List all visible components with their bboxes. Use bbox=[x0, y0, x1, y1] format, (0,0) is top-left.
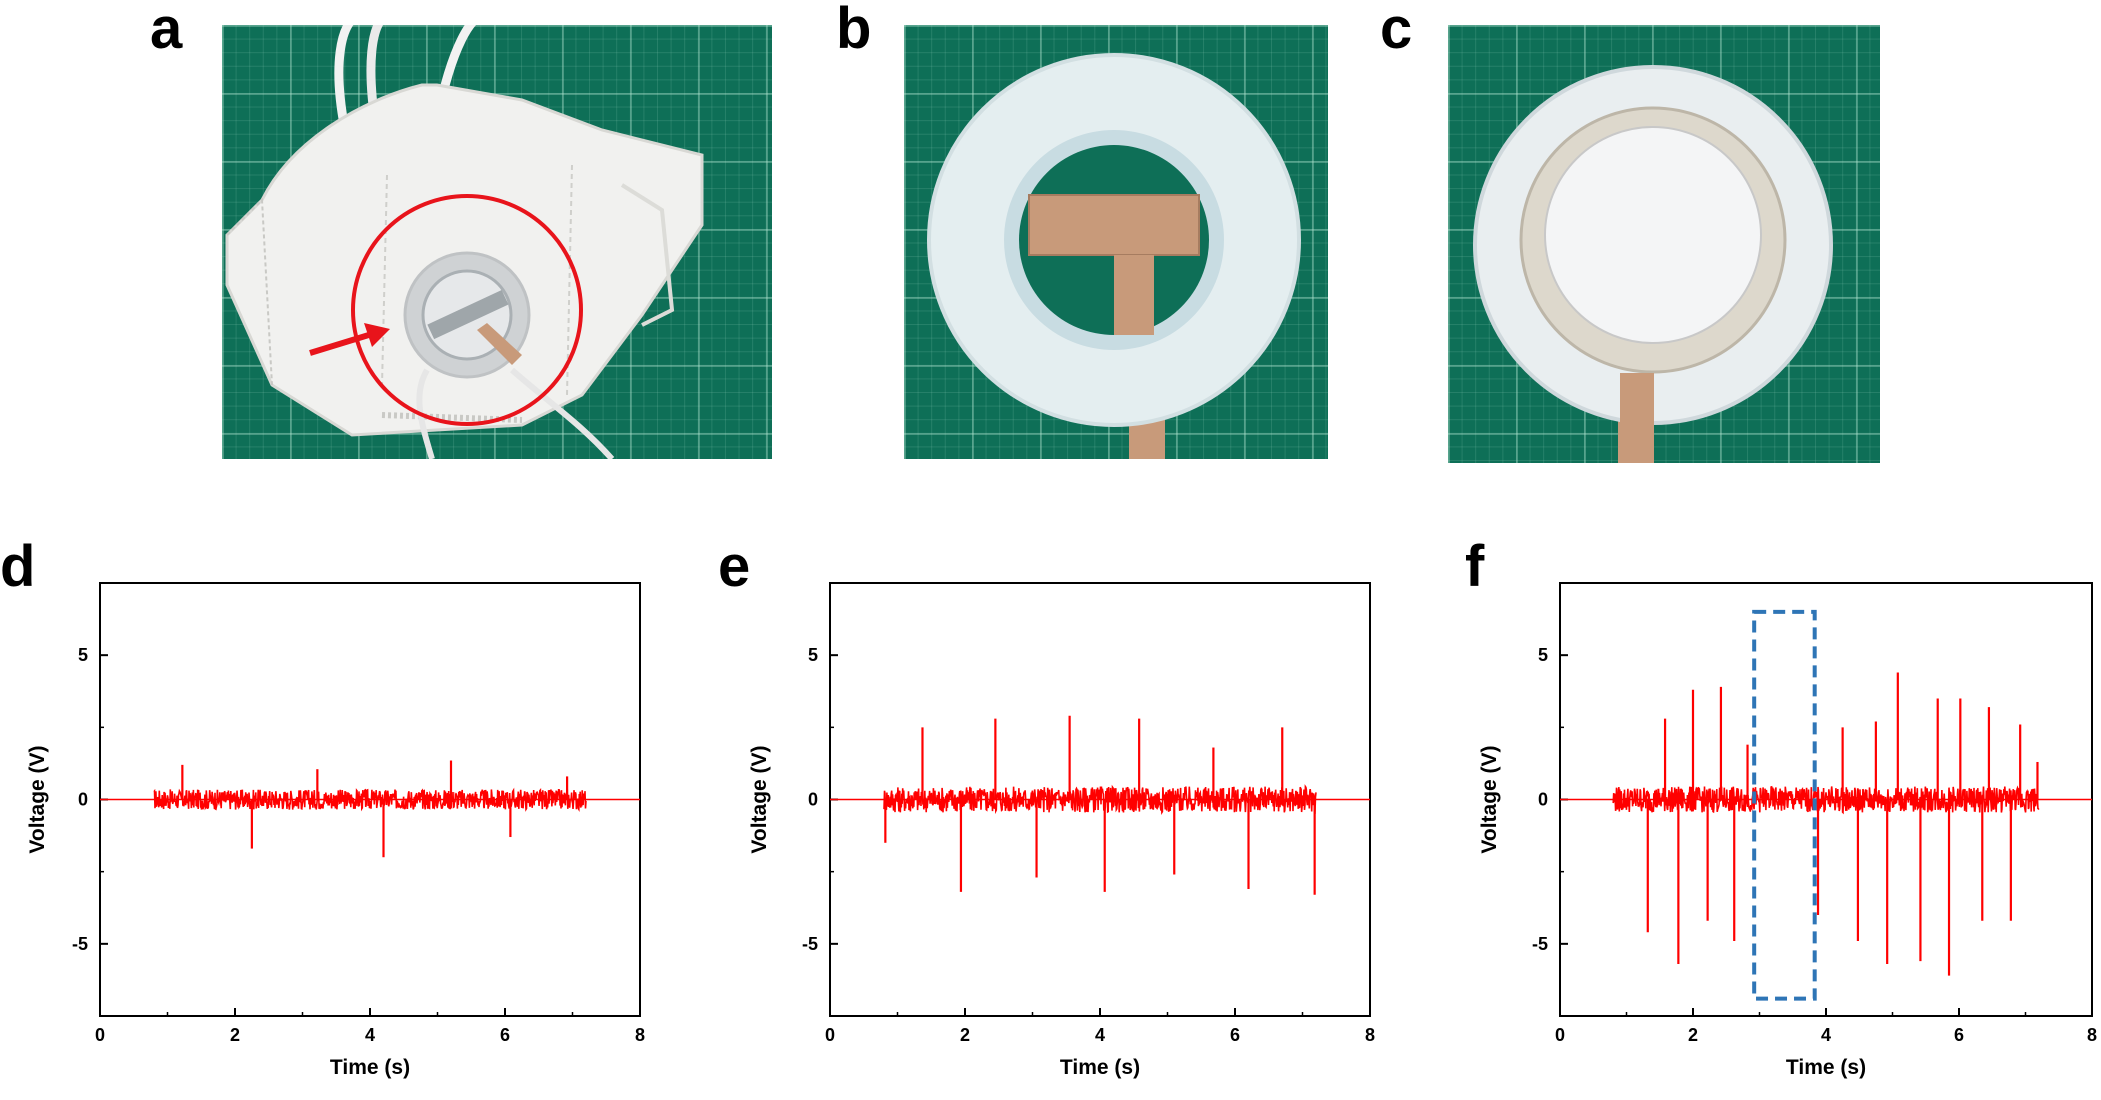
y-tick-label: 0 bbox=[808, 790, 818, 810]
y-tick-label: -5 bbox=[1532, 934, 1548, 954]
y-tick-label: 0 bbox=[1538, 790, 1548, 810]
panel-label-b: b bbox=[836, 0, 872, 61]
y-tick-label: -5 bbox=[72, 934, 88, 954]
chart-e-svg: 0 2 4 6 8 -5 0 5 Time (s) Voltage (V) bbox=[748, 582, 1375, 1079]
x-tick-label: 0 bbox=[825, 1025, 835, 1045]
x-tick-label: 6 bbox=[500, 1025, 510, 1045]
chart-d-svg: 0 2 4 6 8 -5 0 5 Time (s) Voltage (V) bbox=[26, 582, 645, 1079]
y-axis-title: Voltage (V) bbox=[1478, 745, 1501, 853]
chart-f: 0 2 4 6 8 -5 0 5 Time (s) Voltage (V) bbox=[1460, 570, 2101, 1095]
x-tick-label: 8 bbox=[2087, 1025, 2097, 1045]
white-membrane bbox=[1544, 126, 1762, 344]
pointer-arrow bbox=[309, 331, 373, 356]
x-tick-label: 4 bbox=[1095, 1025, 1105, 1045]
x-axis-title: Time (s) bbox=[330, 1056, 410, 1079]
chart-e: 0 2 4 6 8 -5 0 5 Time (s) Voltage (V) bbox=[730, 570, 1390, 1095]
x-tick-label: 6 bbox=[1954, 1025, 1964, 1045]
photo-covered-sensor bbox=[1448, 25, 1880, 463]
panel-label-f: f bbox=[1465, 534, 1485, 599]
y-tick-label: 0 bbox=[78, 790, 88, 810]
photo-ring-frame bbox=[904, 25, 1328, 459]
noise-trace bbox=[1612, 785, 2040, 815]
y-axis-title: Voltage (V) bbox=[748, 745, 771, 853]
y-tick-label: 5 bbox=[808, 645, 818, 665]
panel-label-c: c bbox=[1380, 0, 1413, 61]
chart-d: 0 2 4 6 8 -5 0 5 Time (s) Voltage (V) bbox=[0, 570, 660, 1095]
panel-label-a: a bbox=[150, 0, 183, 61]
y-tick-label: -5 bbox=[802, 934, 818, 954]
x-tick-label: 6 bbox=[1230, 1025, 1240, 1045]
photo-mask-with-sensor bbox=[222, 25, 772, 459]
x-tick-label: 0 bbox=[95, 1025, 105, 1045]
y-axis-title: Voltage (V) bbox=[26, 745, 49, 853]
noise-trace bbox=[883, 784, 1317, 815]
x-tick-label: 4 bbox=[1821, 1025, 1831, 1045]
x-tick-label: 8 bbox=[1365, 1025, 1375, 1045]
x-tick-label: 0 bbox=[1555, 1025, 1565, 1045]
x-tick-label: 2 bbox=[960, 1025, 970, 1045]
y-tick-label: 5 bbox=[1538, 645, 1548, 665]
x-tick-label: 2 bbox=[1688, 1025, 1698, 1045]
noise-trace bbox=[153, 787, 587, 812]
panel-label-d: d bbox=[0, 534, 36, 599]
dashed-highlight-box bbox=[1752, 609, 1817, 1001]
y-tick-label: 5 bbox=[78, 645, 88, 665]
highlight-circle bbox=[351, 194, 583, 426]
x-axis-title: Time (s) bbox=[1786, 1056, 1866, 1079]
x-tick-label: 4 bbox=[365, 1025, 375, 1045]
x-axis-title: Time (s) bbox=[1060, 1056, 1140, 1079]
x-tick-label: 2 bbox=[230, 1025, 240, 1045]
x-tick-label: 8 bbox=[635, 1025, 645, 1045]
panel-label-e: e bbox=[718, 534, 751, 599]
chart-f-svg: 0 2 4 6 8 -5 0 5 Time (s) Voltage (V) bbox=[1478, 582, 2097, 1079]
